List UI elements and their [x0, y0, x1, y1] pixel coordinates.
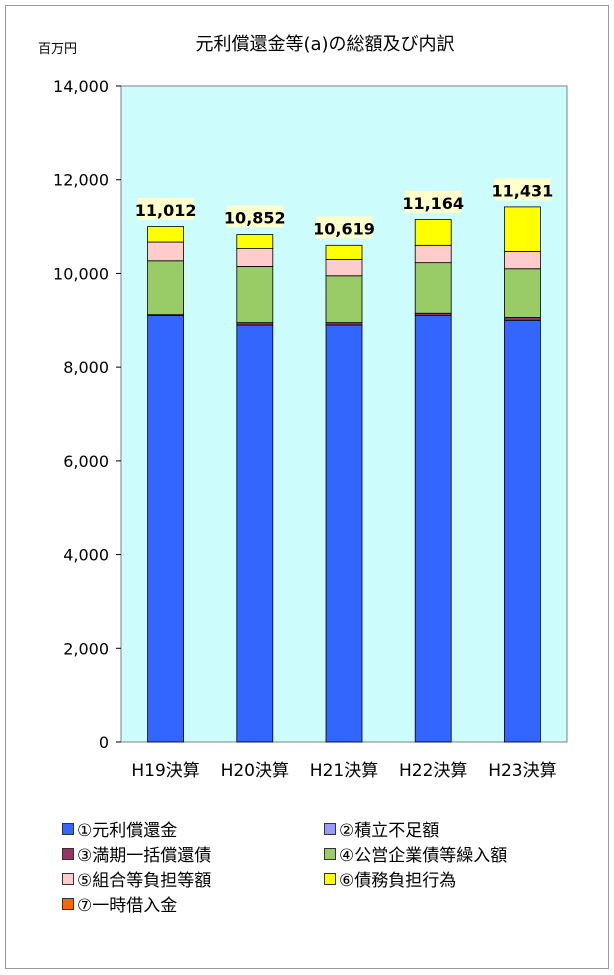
- legend-item: ⑦一時借入金: [62, 891, 177, 916]
- chart-title: 元利償還金等(a)の総額及び内訳: [195, 34, 455, 55]
- bar-segment-s6-c5: [503, 206, 541, 252]
- category-label: H23決算: [488, 761, 556, 781]
- total-label: 10,852: [224, 209, 286, 228]
- bar-segment-s6-c1: [147, 226, 185, 243]
- legend-item: ⑤組合等負担等額: [62, 866, 211, 891]
- bar-segment-s1-c1: [147, 315, 185, 743]
- bar-segment-s1-c5: [503, 319, 541, 743]
- legend-item: ①元利償還金: [62, 816, 177, 841]
- bar-segment-s5-c2: [236, 248, 274, 267]
- legend-label: ⑦一時借入金: [77, 896, 178, 916]
- bar-segment-s1-c2: [236, 324, 274, 743]
- legend-label: ③満期一括償還債: [77, 846, 212, 866]
- legend-label: ⑤組合等負担等額: [77, 871, 212, 891]
- bar-segment-s4-c4: [414, 262, 452, 314]
- legend-item: ⑥債務負担行為: [324, 866, 456, 891]
- bar-segment-s4-c2: [236, 265, 274, 324]
- y-tick-label: 14,000: [53, 77, 109, 96]
- category-label: H22決算: [399, 761, 467, 781]
- bar-segment-s5-c5: [503, 251, 541, 270]
- total-label: 11,164: [402, 194, 464, 213]
- chart-plot: 0 2,000 4,000 6,000 8,000 10,000 12,000 14,000 1…: [53, 77, 568, 781]
- bar-segment-s6-c3: [325, 244, 363, 260]
- bar-segment-s1-c3: [325, 324, 363, 743]
- total-label: 11,431: [492, 181, 554, 200]
- legend-label: ①元利償還金: [77, 821, 178, 841]
- category-label: H21決算: [310, 761, 378, 781]
- y-tick-label: 8,000: [63, 358, 109, 377]
- bar-segment-s4-c5: [503, 268, 541, 318]
- total-label-bg: [405, 190, 462, 213]
- legend-item: ④公営企業債等繰入額: [324, 841, 507, 866]
- total-label-bg: [226, 205, 283, 228]
- legend-swatch: [324, 847, 336, 860]
- total-label: 10,619: [313, 219, 375, 238]
- y-tick-label: 10,000: [53, 264, 109, 283]
- legend-swatch: [62, 822, 74, 835]
- bar-segment-s4-c1: [147, 260, 185, 316]
- bar-segment-s1-c4: [414, 315, 452, 743]
- bar-segment-s4-c3: [325, 275, 363, 324]
- legend-item: ②積立不足額: [324, 816, 439, 841]
- category-label: H20決算: [221, 761, 289, 781]
- legend: ①元利償還金 ②積立不足額 ③満期一括償還債 ④公営企業債等繰入額 ⑤組合等負担等額 ⑥債…: [62, 816, 582, 966]
- legend-swatch: [62, 847, 74, 860]
- legend-item: ③満期一括償還債: [62, 841, 211, 866]
- total-label: 11,012: [135, 201, 197, 220]
- y-tick-label: 6,000: [63, 452, 109, 471]
- bar-segment-s5-c4: [414, 244, 452, 264]
- bar-segment-s3-c5: [503, 317, 541, 321]
- legend-label: ④公営企業債等繰入額: [339, 846, 508, 866]
- legend-label: ⑥債務負担行為: [339, 871, 457, 891]
- y-tick-label: 2,000: [63, 639, 109, 658]
- bar-segment-s6-c2: [236, 234, 274, 249]
- legend-label: ②積立不足額: [339, 821, 440, 841]
- legend-swatch: [62, 897, 74, 910]
- bar-segment-s6-c4: [414, 219, 452, 246]
- bar-segment-s5-c3: [325, 258, 363, 277]
- total-label-bg: [494, 178, 551, 201]
- y-tick-label: 4,000: [63, 546, 109, 565]
- category-label: H19決算: [131, 761, 199, 781]
- total-label-bg: [137, 198, 194, 221]
- legend-swatch: [324, 872, 336, 885]
- unit-label: 百万円: [38, 42, 78, 57]
- legend-swatch: [62, 872, 74, 885]
- bar-segment-s5-c1: [147, 241, 185, 262]
- y-tick-label: 0: [99, 733, 109, 752]
- y-tick-label: 12,000: [53, 171, 109, 190]
- total-label-bg: [316, 216, 372, 239]
- legend-swatch: [324, 822, 336, 835]
